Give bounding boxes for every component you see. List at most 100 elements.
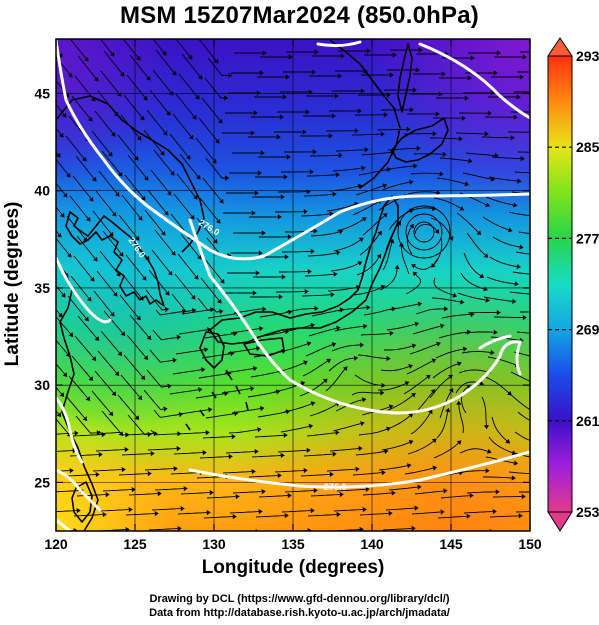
streamline bbox=[301, 294, 331, 297]
wind-arrowhead bbox=[314, 305, 319, 311]
streamline bbox=[410, 172, 440, 175]
wind-arrowhead bbox=[69, 468, 74, 474]
streamline bbox=[65, 395, 85, 419]
wind-arrowhead bbox=[377, 230, 382, 236]
wind-arrowhead bbox=[145, 255, 150, 261]
streamline bbox=[153, 409, 180, 418]
streamline bbox=[65, 135, 85, 159]
streamline bbox=[282, 250, 311, 253]
wind-arrowhead bbox=[516, 94, 521, 100]
wind-arrowhead bbox=[213, 238, 218, 244]
wind-arrowhead bbox=[91, 96, 96, 102]
wind-arrowhead bbox=[167, 383, 172, 389]
streamline bbox=[197, 297, 220, 313]
wind-arrowhead bbox=[181, 309, 187, 315]
wind-arrowhead bbox=[210, 307, 215, 313]
streamline bbox=[329, 185, 359, 192]
wind-arrowhead bbox=[358, 445, 363, 452]
wind-arrowhead bbox=[146, 335, 152, 340]
wind-arrowhead bbox=[96, 430, 101, 436]
streamline bbox=[229, 511, 259, 514]
streamline bbox=[152, 69, 172, 93]
wind-arrowhead bbox=[391, 490, 396, 496]
streamline bbox=[102, 489, 132, 492]
streamline bbox=[101, 410, 121, 434]
streamline bbox=[145, 289, 166, 311]
wind-arrowhead bbox=[225, 175, 230, 181]
streamline bbox=[99, 39, 113, 54]
streamline bbox=[154, 229, 174, 253]
wind-arrowhead bbox=[115, 191, 120, 197]
streamline bbox=[299, 380, 325, 397]
streamline bbox=[102, 230, 122, 254]
streamline bbox=[143, 129, 163, 153]
wind-arrowhead bbox=[194, 274, 199, 280]
streamline bbox=[143, 389, 164, 410]
streamline bbox=[311, 309, 341, 317]
streamline bbox=[466, 491, 496, 494]
wind-arrowhead bbox=[111, 131, 116, 137]
streamline bbox=[409, 532, 438, 534]
streamline bbox=[93, 290, 113, 314]
wind-arrowhead bbox=[262, 306, 267, 312]
wind-arrowhead bbox=[466, 513, 471, 519]
wind-arrowhead bbox=[444, 306, 449, 312]
wind-arrowhead bbox=[304, 289, 309, 295]
streamline bbox=[125, 254, 145, 278]
wind-arrowhead bbox=[146, 75, 151, 81]
wind-arrowhead bbox=[412, 87, 417, 93]
streamline bbox=[227, 348, 257, 354]
streamline bbox=[149, 89, 169, 113]
streamline bbox=[306, 174, 336, 177]
streamline bbox=[151, 508, 181, 511]
wind-arrowhead bbox=[198, 387, 203, 393]
wind-arrowhead bbox=[522, 54, 527, 60]
vortex-ring bbox=[413, 221, 435, 243]
streamline bbox=[354, 374, 382, 386]
wind-arrowhead bbox=[456, 400, 462, 405]
wind-arrowhead bbox=[234, 411, 239, 417]
wind-arrowhead bbox=[432, 465, 438, 471]
wind-arrowhead bbox=[334, 93, 339, 99]
wind-arrowhead bbox=[459, 206, 465, 211]
streamline bbox=[103, 310, 123, 334]
streamline bbox=[253, 536, 282, 537]
streamline bbox=[172, 113, 192, 137]
wind-arrowhead bbox=[394, 264, 400, 270]
wind-arrowhead bbox=[183, 486, 188, 492]
wind-arrowhead bbox=[138, 215, 143, 221]
streamline bbox=[204, 77, 225, 99]
wind-arrowhead bbox=[278, 294, 283, 300]
streamline bbox=[71, 95, 91, 119]
streamline bbox=[129, 314, 149, 338]
streamline bbox=[205, 157, 226, 179]
streamline bbox=[351, 391, 381, 396]
streamline bbox=[257, 411, 287, 418]
wind-arrowhead bbox=[311, 69, 316, 75]
streamline bbox=[179, 409, 209, 415]
wind-arrowhead bbox=[432, 205, 437, 212]
wind-arrowhead bbox=[464, 95, 469, 101]
wind-arrowhead bbox=[110, 51, 115, 57]
wind-arrowhead bbox=[456, 440, 462, 445]
x-tick-label: 140 bbox=[360, 536, 384, 552]
wind-arrowhead bbox=[94, 76, 99, 82]
streamline bbox=[73, 255, 93, 279]
wind-arrowhead bbox=[281, 274, 286, 280]
wind-arrowhead bbox=[94, 336, 100, 341]
wind-arrowhead bbox=[88, 376, 94, 381]
wind-arrowhead bbox=[398, 242, 405, 247]
wind-arrowhead bbox=[85, 396, 91, 401]
streamline bbox=[56, 418, 69, 435]
streamline bbox=[381, 441, 410, 451]
streamline bbox=[127, 154, 147, 178]
streamline bbox=[461, 386, 468, 414]
streamline bbox=[56, 158, 69, 175]
wind-arrowhead bbox=[216, 218, 221, 224]
streamline bbox=[487, 536, 516, 537]
wind-arrowhead bbox=[496, 310, 501, 316]
wind-arrowhead bbox=[224, 95, 229, 101]
streamline bbox=[433, 197, 461, 209]
streamline bbox=[353, 286, 382, 296]
streamline bbox=[146, 109, 166, 133]
